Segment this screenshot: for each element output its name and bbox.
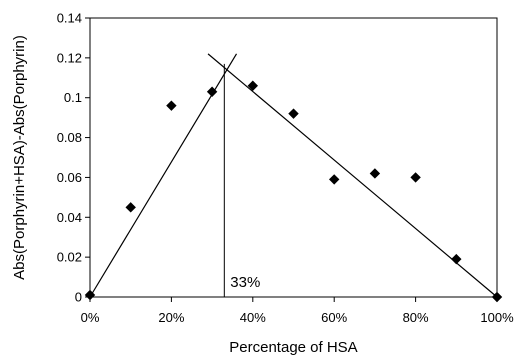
data-point-diamond (247, 80, 259, 91)
x-axis-ticks: 0% 20% 40% 60% 80% 100% (81, 297, 514, 325)
data-point-diamond (369, 168, 381, 179)
x-axis-title: Percentage of HSA (229, 339, 357, 356)
data-point-diamond (125, 202, 136, 213)
plot-frame (89, 17, 498, 298)
x-tick-label: 0% (81, 310, 100, 325)
plot-area (89, 17, 498, 298)
y-axis-ticks: 0 0.02 0.04 0.06 0.08 0.1 0.12 0.14 (57, 11, 90, 305)
y-tick-label: 0.12 (57, 50, 82, 65)
y-tick-label: 0.06 (57, 170, 82, 185)
data-point-diamond (491, 291, 503, 303)
x-tick-label: 40% (240, 310, 266, 325)
data-point-diamond (451, 253, 462, 265)
y-tick-label: 0.1 (64, 90, 82, 105)
data-point-diamond (84, 289, 96, 301)
data-point-diamond (410, 172, 421, 183)
y-tick-label: 0.14 (57, 11, 82, 26)
x-tick-label: 100% (480, 310, 514, 325)
data-point-diamond (328, 174, 340, 185)
y-tick-label: 0 (75, 290, 82, 305)
x-tick-label: 60% (321, 310, 347, 325)
data-point-diamond (166, 100, 177, 111)
y-axis-title: Abs(Porphyrin+HSA)-Abs(Porphyrin) (11, 35, 28, 280)
x-tick-label: 80% (403, 310, 429, 325)
data-point-diamond (288, 108, 299, 119)
data-point-diamond (206, 86, 218, 97)
annotation-label: 33% (230, 274, 260, 291)
y-tick-label: 0.04 (57, 210, 82, 225)
y-tick-label: 0.08 (57, 130, 82, 145)
x-tick-label: 20% (158, 310, 184, 325)
y-tick-label: 0.02 (57, 250, 82, 265)
data-points (84, 80, 503, 303)
annotation-group: 33% (223, 63, 260, 297)
fit-line (207, 53, 498, 298)
fit-lines (89, 53, 498, 298)
